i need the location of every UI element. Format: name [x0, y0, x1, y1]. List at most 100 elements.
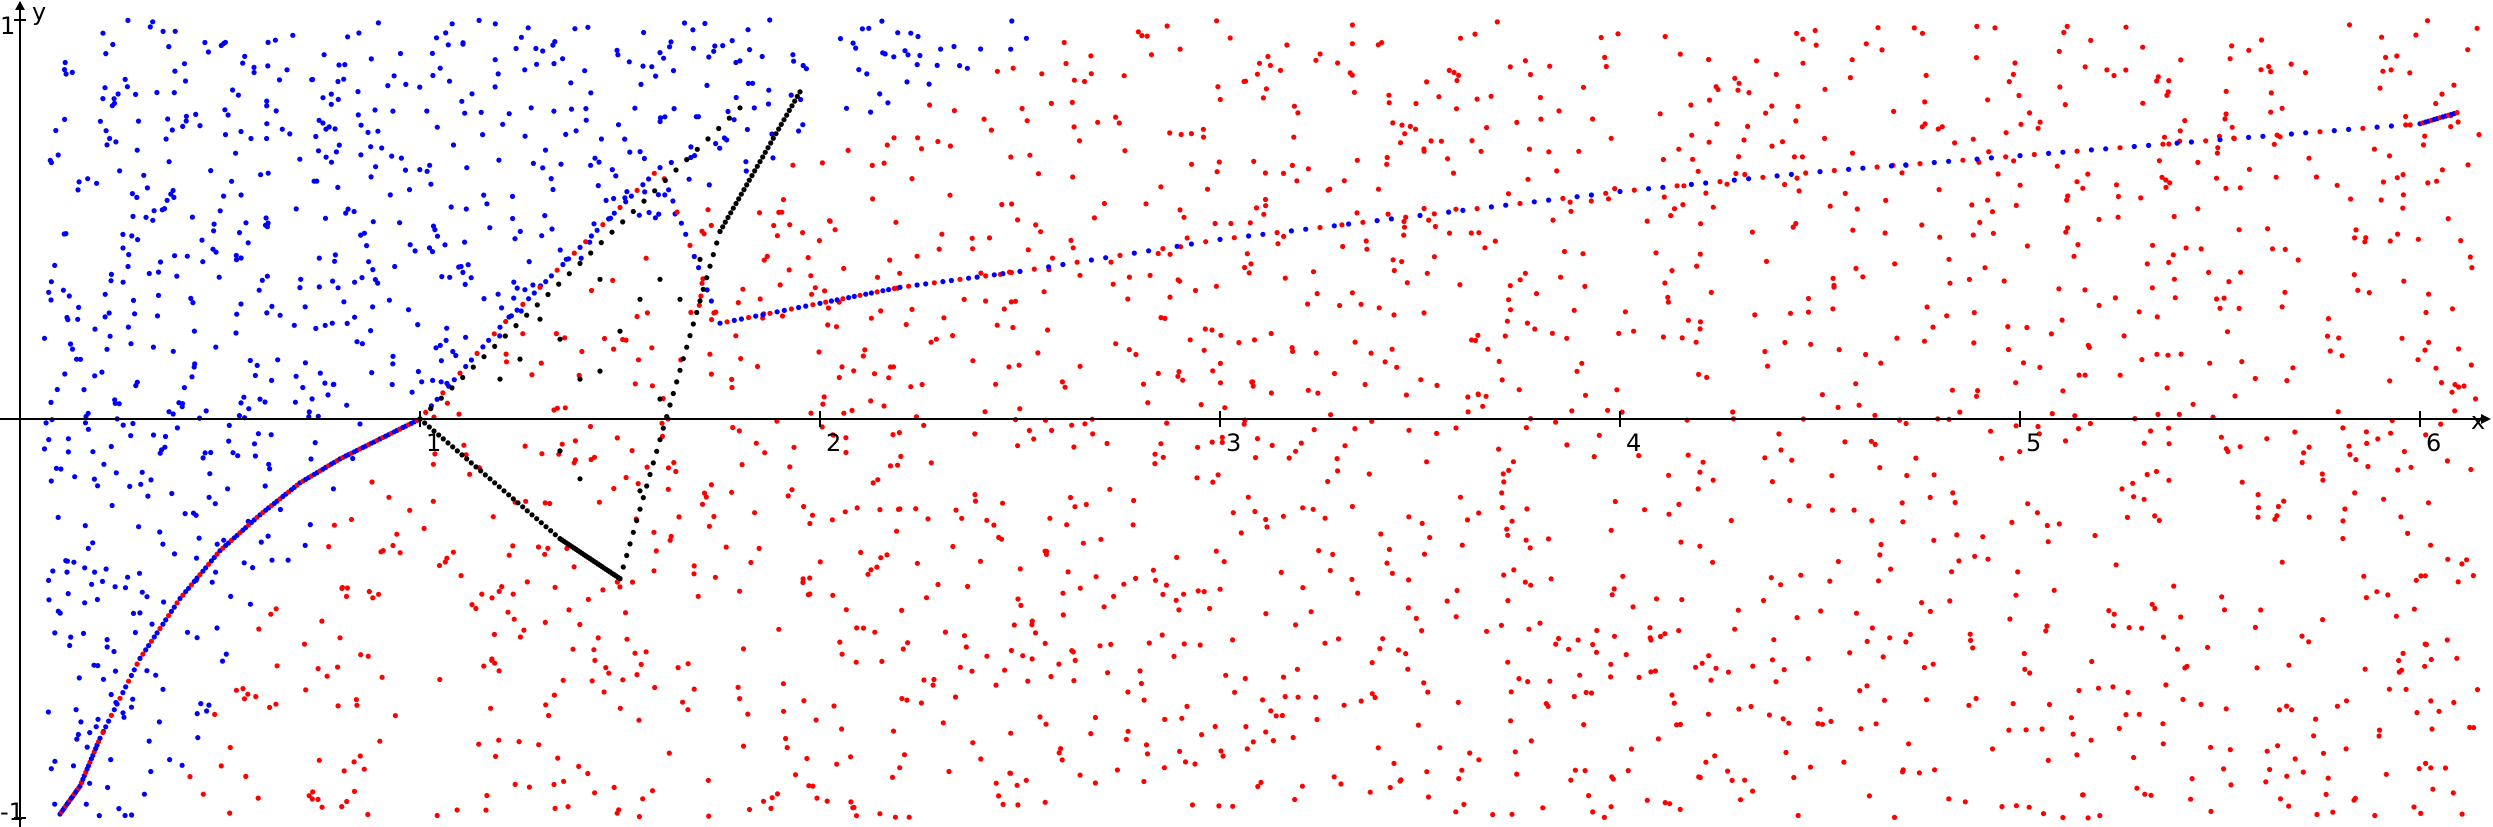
- scatter-point-above: [450, 348, 456, 355]
- scatter-point-below: [542, 551, 548, 557]
- scatter-point-below: [1708, 289, 1714, 295]
- scatter-point-below: [1349, 503, 1355, 510]
- scatter-point-below: [2428, 765, 2434, 771]
- scatter-point-below: [1375, 186, 1382, 192]
- scatter-point-below: [1380, 636, 1386, 642]
- scatter-point-below: [1197, 642, 1203, 648]
- scatter-point-below: [1695, 168, 1701, 174]
- scatter-point-above: [172, 253, 178, 259]
- scatter-point-below: [825, 322, 831, 328]
- scatter-point-below: [780, 197, 787, 203]
- scatter-point-below: [1294, 178, 1300, 184]
- scatter-point-below: [1903, 420, 1909, 427]
- scatter-point-below: [2080, 792, 2086, 798]
- scatter-point-below: [1680, 202, 1686, 208]
- scatter-point-below: [2375, 436, 2381, 442]
- curve-point: [1731, 177, 1737, 183]
- scatter-point-above: [292, 399, 298, 405]
- scatter-point-below: [2264, 436, 2270, 442]
- scatter-point-above: [139, 469, 145, 475]
- scatter-point-below: [1765, 363, 1771, 369]
- scatter-point-below: [603, 665, 609, 671]
- scatter-point-above: [69, 346, 76, 352]
- scatter-point-below: [1899, 500, 1905, 506]
- scatter-point-below: [1713, 665, 1719, 671]
- scatter-point-below: [1045, 327, 1051, 333]
- scatter-point-below: [886, 375, 892, 381]
- scatter-point-below: [1189, 161, 1195, 167]
- scatter-point-below: [2246, 166, 2252, 172]
- scatter-point-above: [252, 372, 258, 379]
- scatter-point-above: [106, 310, 112, 316]
- scatter-point-above: [216, 274, 222, 280]
- scatter-point-above: [391, 73, 397, 79]
- construction-point: [543, 524, 549, 530]
- scatter-point-below: [1601, 814, 1607, 821]
- scatter-point-below: [1042, 640, 1048, 647]
- scatter-point-below: [1660, 156, 1666, 163]
- scatter-point-above: [904, 79, 910, 85]
- scatter-point-below: [1608, 661, 1614, 667]
- scatter-point-below: [2255, 505, 2262, 511]
- scatter-point-below: [2195, 159, 2201, 165]
- curve-point: [554, 267, 560, 273]
- scatter-point-below: [1413, 126, 1419, 132]
- scatter-point-above: [41, 446, 48, 452]
- scatter-point-below: [1181, 214, 1187, 220]
- scatter-point-below: [2045, 539, 2051, 545]
- scatter-point-below: [2239, 479, 2245, 485]
- scatter-point-above: [100, 96, 106, 102]
- scatter-point-below: [2336, 335, 2342, 341]
- scatter-point-below: [1015, 802, 1021, 808]
- scatter-point-above: [269, 557, 275, 563]
- scatter-point-below: [1748, 703, 1754, 710]
- scatter-point-below: [752, 510, 758, 516]
- scatter-point-below: [970, 246, 976, 252]
- scatter-point-below: [983, 298, 989, 304]
- scatter-point-above: [573, 128, 579, 134]
- scatter-point-below: [640, 796, 646, 802]
- scatter-point-below: [1484, 628, 1490, 634]
- y-axis-label: y: [32, 0, 46, 26]
- scatter-point-above: [329, 320, 335, 326]
- scatter-point-below: [1787, 310, 1794, 316]
- scatter-point-below: [2037, 119, 2043, 125]
- scatter-point-above: [311, 178, 317, 184]
- curve-point: [106, 718, 112, 724]
- scatter-point-above: [375, 280, 381, 286]
- curve-point: [1560, 195, 1566, 201]
- scatter-point-below: [2206, 269, 2212, 275]
- scatter-point-below: [1598, 34, 1604, 41]
- scatter-point-below: [1060, 612, 1066, 618]
- scatter-point-below: [1697, 326, 1703, 332]
- scatter-point-below: [2376, 727, 2383, 733]
- scatter-point-above: [693, 114, 699, 120]
- scatter-point-above: [101, 461, 107, 467]
- scatter-point-above: [193, 111, 199, 117]
- scatter-point-above: [67, 642, 73, 649]
- scatter-point-below: [2396, 657, 2402, 664]
- scatter-point-above: [866, 25, 872, 31]
- curve-point: [177, 595, 183, 602]
- construction-point: [637, 296, 643, 302]
- scatter-point-below: [319, 804, 325, 810]
- scatter-point-below: [729, 376, 735, 382]
- scatter-point-above: [667, 44, 673, 50]
- scatter-point-below: [928, 460, 934, 466]
- scatter-point-below: [1434, 382, 1440, 388]
- scatter-point-below: [510, 543, 516, 549]
- construction-point: [657, 396, 663, 402]
- scatter-point-below: [1223, 672, 1229, 678]
- scatter-point-below: [875, 477, 881, 483]
- scatter-point-below: [1630, 604, 1636, 610]
- scatter-point-below: [1728, 517, 1734, 524]
- scatter-point-below: [1954, 532, 1960, 538]
- scatter-point-below: [1088, 53, 1094, 59]
- scatter-point-below: [1698, 221, 1704, 227]
- scatter-point-below: [623, 337, 629, 343]
- scatter-point-above: [236, 230, 243, 236]
- scatter-point-above: [68, 634, 74, 640]
- scatter-point-below: [2422, 663, 2428, 669]
- scatter-point-below: [1762, 455, 1768, 461]
- scatter-point-above: [302, 360, 308, 366]
